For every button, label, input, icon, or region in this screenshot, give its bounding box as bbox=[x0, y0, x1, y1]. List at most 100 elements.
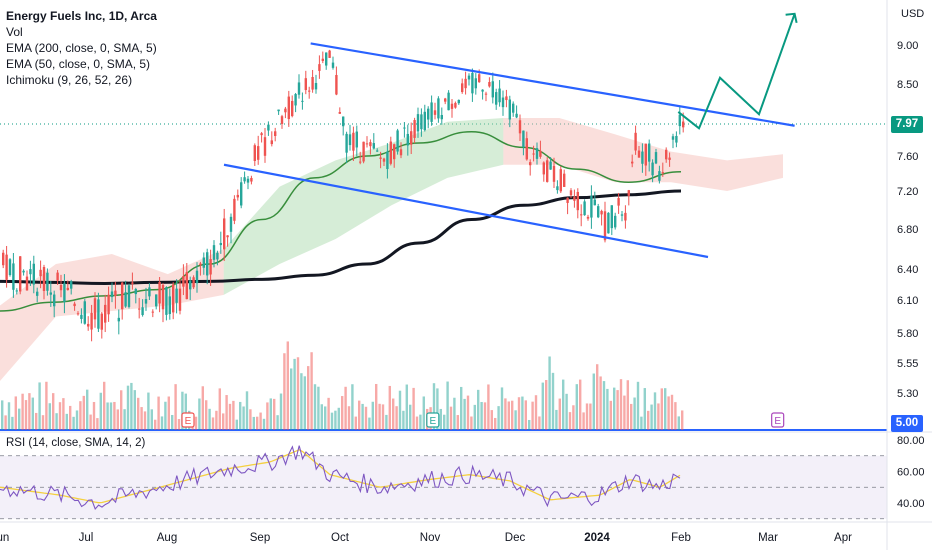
candle bbox=[335, 66, 338, 96]
candle-body bbox=[141, 307, 144, 316]
candle-body bbox=[573, 196, 576, 201]
volume-bar bbox=[640, 416, 643, 430]
lower-channel-line bbox=[223, 163, 709, 259]
volume-bar bbox=[123, 409, 126, 430]
candle bbox=[620, 210, 624, 222]
candle bbox=[29, 260, 32, 287]
candle bbox=[236, 189, 239, 201]
x-tick-label: Jul bbox=[79, 532, 94, 544]
volume-bar bbox=[18, 408, 21, 430]
x-tick-label: 2024 bbox=[584, 532, 610, 544]
candle bbox=[617, 192, 620, 214]
y-tick-label: 5.30 bbox=[897, 388, 918, 400]
volume-bar bbox=[269, 398, 272, 430]
earnings-marker: E bbox=[426, 412, 440, 428]
volume-bar bbox=[266, 402, 269, 430]
candle-body bbox=[124, 292, 127, 307]
earnings-marker-box bbox=[771, 412, 785, 428]
volume-bar bbox=[487, 384, 490, 430]
candle bbox=[359, 151, 362, 165]
y-tick-label: 9.00 bbox=[897, 40, 918, 52]
candle bbox=[668, 152, 671, 167]
earnings-marker-label: E bbox=[774, 416, 781, 427]
candle-body bbox=[505, 96, 508, 101]
candle-body bbox=[151, 311, 154, 313]
legend-vol[interactable]: Vol bbox=[6, 25, 23, 39]
candle bbox=[321, 51, 324, 64]
volume-bar bbox=[456, 415, 459, 430]
candle bbox=[447, 90, 450, 111]
volume-bar bbox=[412, 387, 415, 430]
volume-bar bbox=[79, 401, 82, 430]
candle bbox=[481, 89, 484, 100]
legend-ema200[interactable]: EMA (200, close, 0, SMA, 5) bbox=[6, 41, 157, 55]
candle-body bbox=[413, 120, 416, 138]
candle bbox=[301, 92, 304, 110]
candle-body bbox=[576, 191, 579, 211]
candle-body bbox=[590, 195, 593, 218]
legend-title[interactable]: Energy Fuels Inc, 1D, Arca bbox=[6, 9, 157, 23]
currency-label[interactable]: USD bbox=[901, 8, 925, 20]
candle bbox=[488, 77, 491, 88]
candle-body bbox=[257, 146, 260, 160]
candle-body bbox=[172, 284, 175, 313]
candle bbox=[223, 208, 226, 262]
volume-bar bbox=[4, 415, 7, 430]
candle bbox=[495, 88, 498, 110]
legend-ichimoku[interactable]: Ichimoku (9, 26, 52, 26) bbox=[6, 73, 133, 87]
candle bbox=[155, 294, 158, 310]
candle bbox=[229, 213, 233, 244]
candle-body bbox=[270, 140, 273, 145]
candle bbox=[600, 209, 603, 226]
candle bbox=[151, 309, 154, 318]
candle-body bbox=[569, 190, 573, 196]
candle bbox=[192, 275, 195, 290]
candle-body bbox=[379, 157, 382, 159]
candle bbox=[416, 107, 420, 138]
volume-bar bbox=[41, 415, 45, 430]
candle-body bbox=[580, 214, 583, 216]
candle-body bbox=[362, 141, 365, 162]
volume-bar bbox=[296, 357, 300, 430]
candle bbox=[250, 175, 253, 185]
candle bbox=[32, 255, 35, 294]
volume-bar bbox=[14, 396, 17, 430]
candle bbox=[25, 270, 29, 291]
candle bbox=[678, 105, 681, 135]
candle bbox=[427, 106, 430, 129]
volume-bar bbox=[45, 381, 48, 430]
candle bbox=[56, 270, 59, 285]
x-tick-label: Jun bbox=[0, 532, 9, 544]
candle bbox=[338, 107, 341, 114]
volume-bar bbox=[7, 402, 11, 430]
ema-200-line bbox=[0, 189, 682, 285]
candle bbox=[382, 157, 386, 167]
candle-body bbox=[32, 263, 35, 285]
volume-bar bbox=[500, 387, 504, 430]
candle bbox=[185, 262, 188, 300]
candle bbox=[413, 117, 416, 144]
candle-body bbox=[406, 133, 409, 146]
candle bbox=[2, 249, 5, 269]
volume-bar bbox=[381, 404, 385, 430]
candle bbox=[178, 279, 182, 315]
legend-ema50[interactable]: EMA (50, close, 0, SMA, 5) bbox=[6, 57, 151, 71]
candle-body bbox=[525, 138, 528, 160]
candle bbox=[90, 304, 93, 342]
candle-body bbox=[668, 157, 671, 160]
candle-body bbox=[430, 102, 433, 122]
floor-price-tag: 5.00 bbox=[891, 415, 923, 432]
volume-bar bbox=[273, 398, 276, 430]
candle bbox=[365, 136, 369, 148]
volume-bar bbox=[89, 414, 92, 430]
candle bbox=[379, 151, 382, 169]
candle bbox=[59, 274, 63, 298]
volume-bar bbox=[286, 341, 289, 430]
candle bbox=[396, 128, 399, 155]
candle-body bbox=[328, 50, 331, 58]
rsi-legend[interactable]: RSI (14, close, SMA, 14, 2) bbox=[6, 437, 146, 449]
candle bbox=[658, 165, 661, 184]
candle bbox=[437, 96, 440, 123]
